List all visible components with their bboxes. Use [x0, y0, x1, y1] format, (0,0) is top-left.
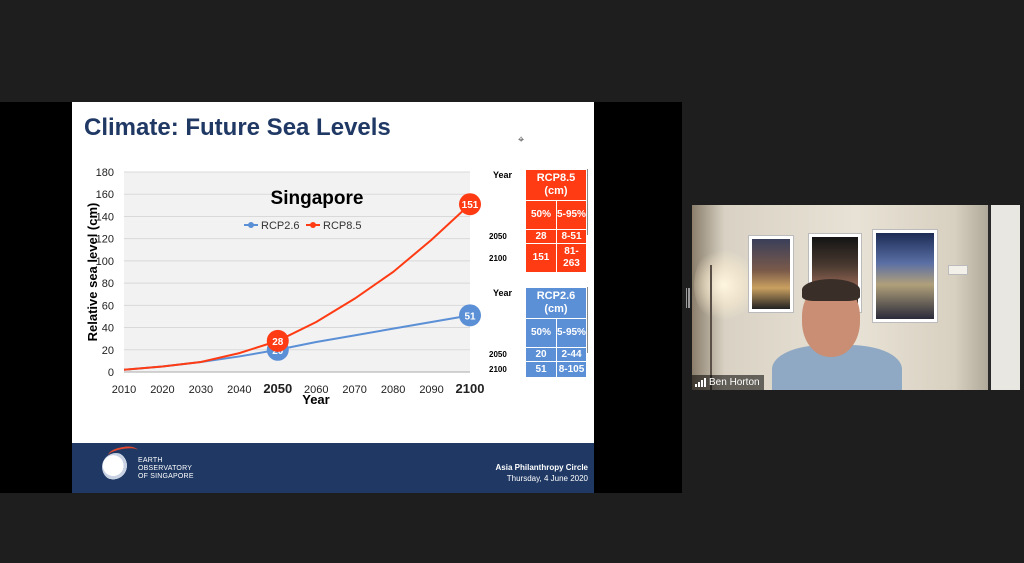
range-2050: 8-51	[556, 229, 587, 244]
median-2050: 20	[525, 347, 557, 362]
plot-area	[124, 172, 470, 372]
connection-signal-icon	[695, 378, 706, 387]
y-tick-label: 0	[108, 367, 114, 379]
legend-label: RCP8.5	[323, 220, 362, 232]
rcp26-table: Year RCP2.6 (cm) 50% 5-95% 2050 20 2-44 …	[486, 287, 587, 378]
range-2050: 2-44	[556, 347, 587, 362]
lamp-light	[694, 245, 754, 325]
chart-annotations: 202815151	[266, 193, 481, 361]
legend-swatch-marker	[248, 222, 254, 228]
series-line	[123, 203, 471, 371]
y-tick-label: 160	[96, 189, 114, 201]
participant-name: Ben Horton	[709, 377, 760, 388]
y-tick-label: 140	[96, 211, 114, 223]
data-label: 51	[464, 311, 476, 322]
year-2050: 2050	[486, 229, 526, 244]
y-tick-label: 60	[102, 300, 114, 312]
chart-gridlines	[124, 171, 470, 373]
y-axis-ticks: 0 20 40 60 80 100 120 140 160 180	[96, 167, 114, 379]
x-tick-label: 2050	[263, 381, 292, 396]
rcp85-table: Year RCP8.5 (cm) 50% 5-95% 2050 28 8-51 …	[486, 169, 587, 273]
x-tick-label: 2090	[419, 384, 443, 396]
slide-footer: EARTH OBSERVATORY OF SINGAPORE Asia Phil…	[72, 443, 594, 493]
y-tick-label: 20	[102, 345, 114, 357]
x-tick-label: 2040	[227, 384, 251, 396]
logo-text-line: EARTH	[138, 457, 163, 464]
x-tick-label: 2030	[189, 384, 213, 396]
data-label: 151	[462, 200, 479, 211]
y-tick-label: 40	[102, 323, 114, 335]
person-hair	[802, 279, 860, 301]
year-2100: 2100	[486, 243, 526, 273]
footer-event-name: Asia Philanthropy Circle	[495, 463, 588, 472]
shared-screen: Climate: Future Sea Levels ⌖ 0 20 40 60 80 10…	[0, 102, 682, 493]
year-header: Year	[486, 169, 526, 230]
x-tick-label: 2060	[304, 384, 328, 396]
data-label-bubble	[459, 193, 481, 216]
chart-legend: RCP2.6 RCP8.5	[244, 220, 362, 232]
median-2100: 151	[525, 243, 557, 273]
year-2100: 2100	[486, 361, 526, 378]
y-axis-label: Relative sea level (cm)	[85, 203, 100, 342]
year-2050: 2050	[486, 347, 526, 362]
y-tick-label: 80	[102, 278, 114, 290]
presentation-slide: Climate: Future Sea Levels ⌖ 0 20 40 60 80 10…	[72, 102, 594, 493]
logo-text: EARTH OBSERVATORY OF SINGAPORE	[138, 457, 194, 481]
light-switch	[948, 265, 968, 275]
x-tick-label: 2100	[456, 381, 485, 396]
logo-text-line: OF SINGAPORE	[138, 473, 194, 480]
data-label-bubble	[266, 329, 289, 352]
logo-text-line: OBSERVATORY	[138, 465, 193, 472]
year-header: Year	[486, 287, 526, 348]
range-subheader: 5-95%	[556, 318, 587, 348]
x-tick-label: 2020	[150, 384, 174, 396]
median-2050: 28	[525, 229, 557, 244]
doorway	[988, 205, 1020, 390]
range-2100: 81-263	[556, 243, 587, 273]
x-tick-label: 2070	[342, 384, 366, 396]
median-subheader: 50%	[525, 318, 557, 348]
participant-video-tile[interactable]: Ben Horton	[692, 205, 1020, 390]
poster-image	[748, 235, 794, 313]
range-2100: 8-105	[556, 361, 587, 378]
y-tick-label: 120	[96, 234, 114, 246]
data-label: 28	[272, 337, 284, 348]
x-axis-label: Year	[302, 392, 329, 407]
rcp26-header: RCP2.6 (cm)	[525, 287, 587, 319]
footer-date: Thursday, 4 June 2020	[506, 474, 588, 483]
poster-image	[872, 229, 938, 323]
participant-name-label: Ben Horton	[692, 375, 764, 390]
x-axis-ticks: 2010 2020 2030 2040 2050 2060 2070 2080 2090 2100	[112, 381, 485, 396]
x-tick-label: 2080	[381, 384, 405, 396]
y-tick-label: 180	[96, 167, 114, 179]
chart-series	[123, 203, 471, 371]
legend-label: RCP2.6	[261, 220, 300, 232]
legend-swatch-marker	[310, 222, 316, 228]
chart-title: Singapore	[271, 188, 364, 209]
y-tick-label: 100	[96, 256, 114, 268]
median-2100: 51	[525, 361, 557, 378]
slide-title: Climate: Future Sea Levels	[84, 114, 391, 141]
x-tick-label: 2010	[112, 384, 136, 396]
range-subheader: 5-95%	[556, 200, 587, 230]
data-label-bubble	[459, 304, 481, 327]
rcp85-header: RCP8.5 (cm)	[525, 169, 587, 201]
median-subheader: 50%	[525, 200, 557, 230]
view-splitter-handle[interactable]	[686, 288, 691, 308]
pointer-cursor-icon: ⌖	[518, 134, 525, 146]
lamp-pole	[710, 265, 712, 390]
earth-observatory-logo-icon	[102, 453, 130, 481]
